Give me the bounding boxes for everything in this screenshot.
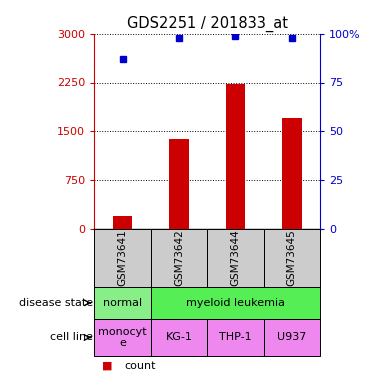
Bar xyxy=(94,229,151,287)
Text: GSM73642: GSM73642 xyxy=(174,230,184,286)
Text: normal: normal xyxy=(103,298,142,308)
Bar xyxy=(282,118,302,229)
Bar xyxy=(207,319,263,356)
Text: THP-1: THP-1 xyxy=(219,333,252,342)
Text: GSM73645: GSM73645 xyxy=(287,230,297,286)
Text: GSM73644: GSM73644 xyxy=(231,230,240,286)
Text: count: count xyxy=(124,361,155,370)
Text: cell line: cell line xyxy=(50,333,93,342)
Text: monocyt
e: monocyt e xyxy=(98,327,147,348)
Text: GSM73641: GSM73641 xyxy=(118,230,128,286)
Bar xyxy=(113,216,132,229)
Bar xyxy=(94,319,151,356)
Text: ■: ■ xyxy=(102,361,112,370)
Bar xyxy=(151,319,207,356)
Bar xyxy=(94,287,151,319)
Text: U937: U937 xyxy=(277,333,306,342)
Bar xyxy=(263,229,320,287)
Text: disease state: disease state xyxy=(19,298,93,308)
Text: KG-1: KG-1 xyxy=(165,333,192,342)
Bar xyxy=(263,319,320,356)
Bar xyxy=(207,229,263,287)
Bar xyxy=(151,287,320,319)
Title: GDS2251 / 201833_at: GDS2251 / 201833_at xyxy=(127,16,288,32)
Bar xyxy=(151,229,207,287)
Bar xyxy=(169,139,189,229)
Text: myeloid leukemia: myeloid leukemia xyxy=(186,298,285,308)
Bar xyxy=(226,84,245,229)
